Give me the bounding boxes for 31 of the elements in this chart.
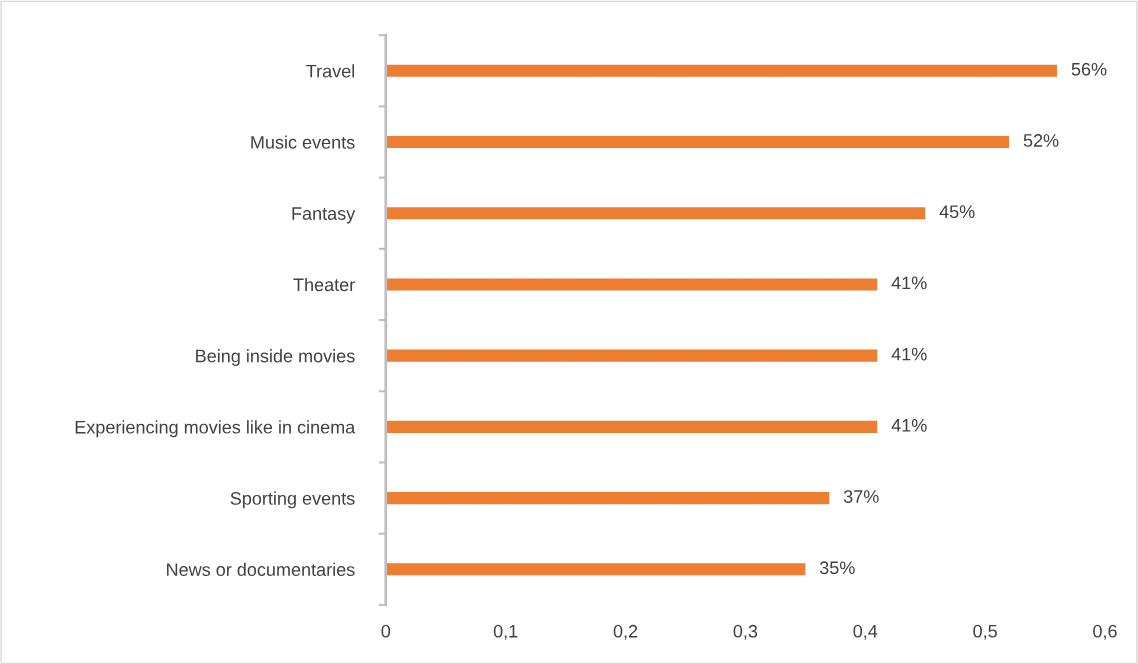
bar xyxy=(385,135,1010,149)
bar xyxy=(385,563,806,576)
x-tick-label: 0,2 xyxy=(613,624,638,640)
x-tick-label: 0 xyxy=(381,624,391,638)
y-tick-label: Fantasy xyxy=(292,207,356,224)
x-tick-label: 0,5 xyxy=(973,624,997,640)
y-tick-label: Travel xyxy=(306,64,355,78)
x-tick-label: 0,6 xyxy=(1093,624,1117,640)
data-label: 37% xyxy=(843,490,879,503)
y-tick-label: Being inside movies xyxy=(196,349,355,366)
x-tick-label: 0,1 xyxy=(493,624,518,640)
data-label: 52% xyxy=(1023,134,1059,147)
data-label: 35% xyxy=(819,561,855,575)
y-tick-label: Theater xyxy=(293,277,355,292)
y-tick-label: Music events xyxy=(251,135,355,149)
bar xyxy=(385,420,878,433)
data-label: 41% xyxy=(891,347,927,361)
bar xyxy=(385,207,926,220)
y-tick-label: Experiencing movies like in cinema xyxy=(75,420,356,438)
x-tick-label: 0,4 xyxy=(853,624,878,640)
data-label: 41% xyxy=(891,276,927,290)
data-label: 41% xyxy=(891,419,927,432)
data-label: 56% xyxy=(1071,62,1107,76)
bar xyxy=(385,492,830,505)
y-tick-label: Sporting events xyxy=(230,491,355,509)
bar xyxy=(385,349,878,362)
x-tick-label: 0,3 xyxy=(733,624,758,640)
data-label: 45% xyxy=(939,205,975,219)
bar xyxy=(385,64,1058,77)
bar xyxy=(385,278,878,291)
y-tick-label: News or documentaries xyxy=(167,562,355,577)
